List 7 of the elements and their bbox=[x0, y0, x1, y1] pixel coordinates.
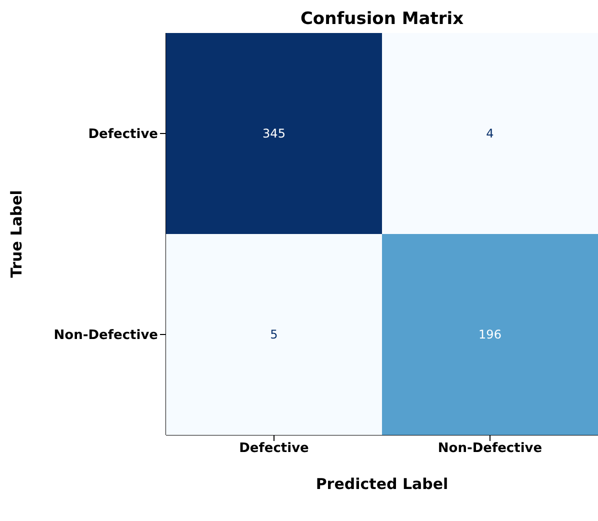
data-label: 196 bbox=[478, 328, 502, 342]
chart-title: Confusion Matrix bbox=[300, 9, 464, 29]
data-label: 5 bbox=[270, 328, 278, 342]
data-label: 4 bbox=[486, 126, 494, 140]
y-axis-title: True Label bbox=[7, 190, 26, 278]
x-axis-title: Predicted Label bbox=[316, 475, 448, 493]
data-label: 345 bbox=[262, 126, 286, 140]
